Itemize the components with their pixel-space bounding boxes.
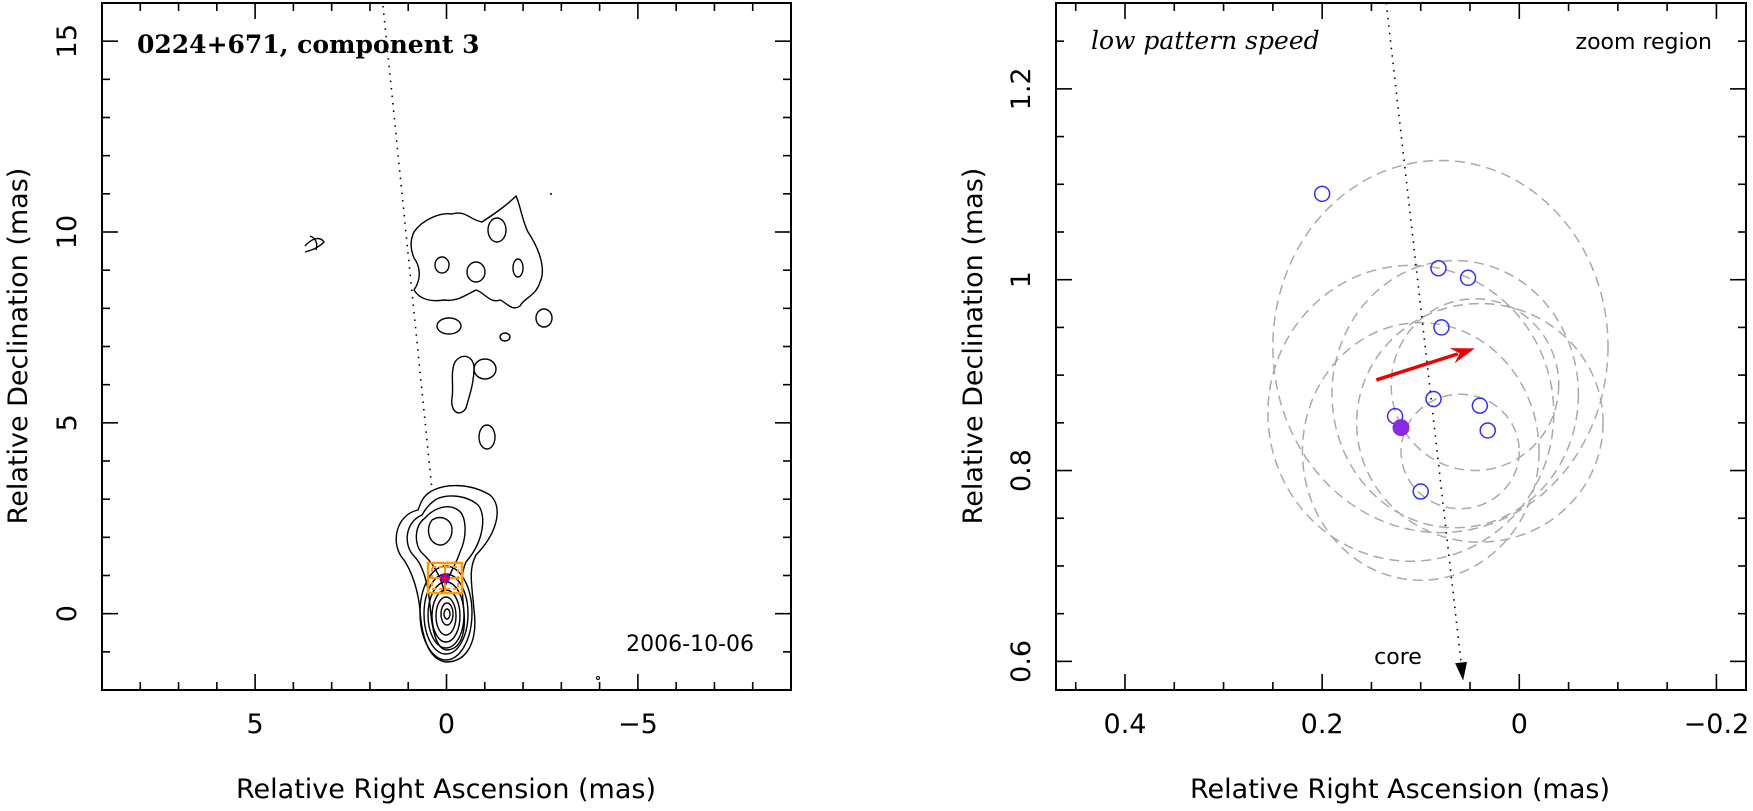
- left-title: 0224+671, component 3: [137, 30, 480, 59]
- left-date-annotation: 2006-10-06: [626, 632, 754, 657]
- core-arrowhead: [1455, 661, 1468, 681]
- right-x-tick-label: 0.4: [1104, 709, 1147, 740]
- motion-vector-arrowhead: [1449, 348, 1475, 364]
- right-plot-frame: [1055, 2, 1747, 691]
- left-ticks: [101, 2, 792, 691]
- right-x-tick-label: 0.2: [1301, 709, 1344, 740]
- left-y-axis-label: Relative Declination (mas): [3, 168, 34, 525]
- jet-direction-line: [1385, 2, 1464, 681]
- right-title: low pattern speed: [1091, 26, 1320, 55]
- epoch-position-point: [1479, 422, 1496, 439]
- error-ellipse: [1400, 393, 1521, 510]
- right-y-tick-label: 0.8: [1006, 449, 1037, 492]
- error-ellipse: [1301, 321, 1540, 582]
- right-y-tick-label: 1.2: [1006, 67, 1037, 110]
- left-x-tick-label: −5: [618, 709, 658, 740]
- left-x-tick-label: 5: [247, 709, 264, 740]
- left-panel: 5 0 −5 0 5 10 15: [3, 2, 792, 805]
- error-ellipse: [1267, 264, 1555, 562]
- right-y-tick-label: 1: [1006, 271, 1037, 288]
- right-panel: 0.4 0.2 0 −0.20.60.811.2 low pattern speed …: [958, 2, 1749, 805]
- left-jet-direction-line: [382, 5, 433, 491]
- error-ellipse: [1390, 298, 1560, 472]
- error-ellipses: [1267, 159, 1609, 582]
- motion-vector: [1375, 348, 1475, 382]
- right-y-axis-label: Relative Declination (mas): [958, 168, 989, 525]
- right-zoom-annotation: zoom region: [1576, 30, 1712, 55]
- error-ellipse: [1272, 159, 1609, 534]
- motion-vector-shaft: [1375, 352, 1459, 382]
- right-jet-direction: [1385, 2, 1468, 681]
- left-tick-labels: 5 0 −5 0 5 10 15: [52, 24, 658, 740]
- left-x-tick-label: 0: [438, 709, 455, 740]
- epoch-position-point: [1313, 185, 1331, 203]
- epoch-position-point: [1433, 319, 1450, 336]
- left-x-axis-label: Relative Right Ascension (mas): [236, 774, 656, 805]
- contour-map: [304, 193, 600, 680]
- left-y-tick-label: 0: [52, 605, 83, 622]
- component-markers: [426, 561, 464, 595]
- left-plot-frame: [101, 2, 792, 691]
- right-x-axis-label: Relative Right Ascension (mas): [1190, 774, 1610, 805]
- right-tick-labels: 0.4 0.2 0 −0.2 0.6 0.8 1 1.2: [1006, 67, 1749, 740]
- epoch-position-point: [1459, 269, 1477, 287]
- left-y-tick-label: 10: [52, 215, 83, 249]
- right-y-tick-label: 0.6: [1006, 640, 1037, 683]
- error-ellipse: [1331, 259, 1580, 529]
- right-x-tick-label: −0.2: [1684, 709, 1750, 740]
- right-ticks: [1056, 3, 1746, 690]
- epoch-position-point: [1471, 397, 1489, 414]
- mean-position-point: [1392, 419, 1410, 437]
- error-ellipse: [1355, 302, 1604, 543]
- epoch-position-point: [1425, 390, 1442, 408]
- epoch-position-point: [1430, 260, 1447, 277]
- core-label: core: [1374, 645, 1422, 670]
- left-y-tick-label: 15: [52, 24, 83, 58]
- right-x-tick-label: 0: [1511, 709, 1528, 740]
- right-points: [1313, 185, 1496, 500]
- left-y-tick-label: 5: [52, 414, 83, 431]
- epoch-position-point: [1412, 483, 1429, 500]
